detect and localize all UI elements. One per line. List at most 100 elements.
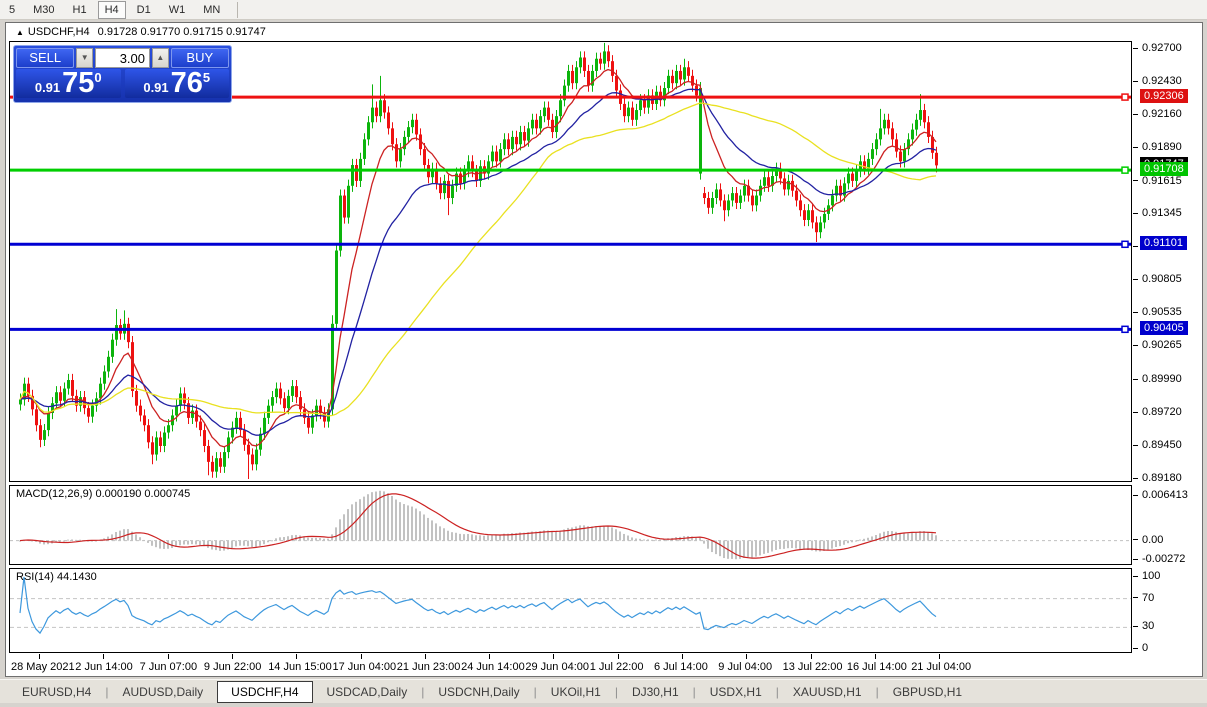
price-flag: 0.90405 — [1140, 321, 1188, 336]
macd-axis-label: 0.00 — [1133, 534, 1163, 546]
tab-separator: | — [692, 684, 696, 699]
timeframe-mn[interactable]: MN — [203, 3, 221, 16]
candlestick-plot[interactable] — [10, 42, 1131, 481]
date-label: 2 Jun 14:00 — [75, 661, 133, 673]
date-label: 14 Jun 15:00 — [268, 661, 332, 673]
chart-tab-dj30-h1[interactable]: DJ30,H1 — [631, 684, 679, 699]
date-label: 9 Jun 22:00 — [203, 661, 262, 673]
price-tick: 0.92430 — [1133, 75, 1182, 87]
tab-separator: | — [875, 684, 879, 699]
date-tick — [39, 654, 40, 659]
date-label: 17 Jun 04:00 — [332, 661, 397, 673]
price-tick: 0.90805 — [1133, 273, 1182, 285]
chart-tab-usdcad-daily[interactable]: USDCAD,Daily — [326, 684, 408, 699]
date-axis: 28 May 2021 2 Jun 14:00 7 Jun 07:00 9 Jun 2… — [9, 654, 1132, 676]
price-tick: 0.89720 — [1133, 406, 1182, 418]
rsi-axis-label: 0 — [1133, 642, 1148, 654]
timeframe-w1[interactable]: W1 — [168, 3, 186, 16]
volume-decrease-button[interactable]: ▼ — [76, 48, 93, 68]
date-tick — [424, 654, 426, 659]
price-tick: 0.92700 — [1133, 42, 1182, 54]
timeframe-d1[interactable]: D1 — [136, 3, 151, 16]
buy-button[interactable]: BUY — [170, 48, 229, 68]
volume-input[interactable] — [95, 48, 150, 68]
timeframe-toolbar: 5 M30 H1 H4 D1 W1 MN — [0, 0, 1207, 20]
date-tick — [167, 654, 169, 659]
chart-tab-audusd-daily[interactable]: AUDUSD,Daily — [122, 684, 204, 699]
price-tick: 0.90265 — [1133, 339, 1182, 351]
date-label: 21 Jul 04:00 — [911, 661, 972, 673]
macd-axis-label: 0.006413 — [1133, 489, 1188, 501]
sell-button[interactable]: SELL — [16, 48, 75, 68]
date-tick — [939, 654, 941, 659]
date-tick — [231, 654, 233, 659]
price-tick: 0.92160 — [1133, 108, 1182, 120]
chart-tab-usdx-h1[interactable]: USDX,H1 — [709, 684, 762, 699]
toolbar-separator — [237, 1, 239, 18]
macd-axis-label: -0.00272 — [1133, 553, 1185, 565]
rsi-axis-label: 30 — [1133, 620, 1154, 632]
date-tick — [103, 654, 105, 659]
macd-label: MACD(12,26,9) 0.000190 0.000745 — [16, 488, 191, 500]
price-flag: 0.91708 — [1140, 162, 1188, 177]
tab-separator: | — [421, 684, 425, 699]
date-tick — [360, 654, 362, 659]
buy-price-sup: 5 — [202, 70, 211, 85]
rsi-axis-label: 100 — [1133, 570, 1160, 582]
date-label: 6 Jul 14:00 — [654, 661, 708, 673]
date-label: 21 Jun 23:00 — [396, 661, 461, 673]
price-tick: 0.89450 — [1133, 439, 1182, 451]
price-flag: 0.92306 — [1140, 89, 1188, 104]
date-label: 9 Jul 04:00 — [718, 661, 773, 673]
chart-tab-usdchf-h4[interactable]: USDCHF,H4 — [217, 680, 313, 703]
sell-price-display[interactable]: 0.91 75 0 — [16, 69, 121, 98]
sell-price-big: 75 — [62, 67, 95, 99]
price-tick: 0.91890 — [1133, 141, 1182, 153]
chart-tab-eurusd-h4[interactable]: EURUSD,H4 — [22, 684, 92, 699]
date-tick — [553, 654, 555, 659]
sell-price-sup: 0 — [94, 70, 102, 85]
date-tick — [682, 654, 683, 659]
tab-separator: | — [533, 684, 537, 699]
volume-increase-button[interactable]: ▲ — [152, 48, 169, 68]
chart-tab-ukoil-h1[interactable]: UKOil,H1 — [550, 684, 601, 699]
rsi-pane[interactable]: RSI(14) 44.1430 — [9, 568, 1132, 653]
price-flag: 0.91101 — [1140, 236, 1187, 251]
tab-separator: | — [105, 684, 109, 699]
date-label: 13 Jul 22:00 — [782, 661, 843, 673]
date-tick — [489, 654, 491, 659]
status-strip — [0, 703, 1207, 707]
main-chart-pane[interactable] — [9, 41, 1132, 482]
macd-pane[interactable]: MACD(12,26,9) 0.000190 0.000745 — [9, 485, 1132, 565]
timeframe-h1[interactable]: H1 — [72, 3, 87, 16]
chart-tab-usdcnh-daily[interactable]: USDCNH,Daily — [438, 684, 520, 699]
buy-price-big: 76 — [170, 67, 203, 99]
date-label: 7 Jun 07:00 — [139, 661, 198, 673]
sell-price-prefix: 0.91 — [34, 80, 61, 95]
buy-price-prefix: 0.91 — [143, 80, 169, 95]
timeframe-h4[interactable]: H4 — [97, 0, 126, 19]
date-label: 1 Jul 22:00 — [589, 661, 644, 673]
chart-window: ▲ USDCHF,H4 0.91728 0.91770 0.91715 0.9174… — [5, 22, 1203, 677]
date-label: 28 May 2021 — [11, 661, 75, 673]
rsi-plot[interactable] — [10, 569, 1131, 652]
tab-separator: | — [775, 684, 779, 699]
date-tick — [617, 654, 619, 659]
macd-plot[interactable] — [10, 486, 1131, 564]
ohlc-values: 0.91728 0.91770 0.91715 0.91747 — [97, 26, 266, 38]
collapse-triangle-icon[interactable]: ▲ — [16, 28, 24, 37]
rsi-label: RSI(14) 44.1430 — [16, 571, 97, 583]
price-tick: 0.91615 — [1133, 175, 1182, 187]
price-tick: 0.90535 — [1133, 306, 1182, 318]
date-label: 24 Jun 14:00 — [461, 661, 525, 673]
date-label: 29 Jun 04:00 — [525, 661, 590, 673]
chart-tab-gbpusd-h1[interactable]: GBPUSD,H1 — [892, 684, 963, 699]
chart-tab-xauusd-h1[interactable]: XAUUSD,H1 — [792, 684, 862, 699]
timeframe-5[interactable]: 5 — [9, 3, 16, 16]
tab-separator: | — [614, 684, 618, 699]
timeframe-m30[interactable]: M30 — [33, 3, 55, 16]
quote-bar: ▲ USDCHF,H4 0.91728 0.91770 0.91715 0.9174… — [16, 26, 266, 38]
price-tick: 0.91345 — [1133, 207, 1182, 219]
buy-price-display[interactable]: 0.91 76 5 — [124, 67, 229, 99]
